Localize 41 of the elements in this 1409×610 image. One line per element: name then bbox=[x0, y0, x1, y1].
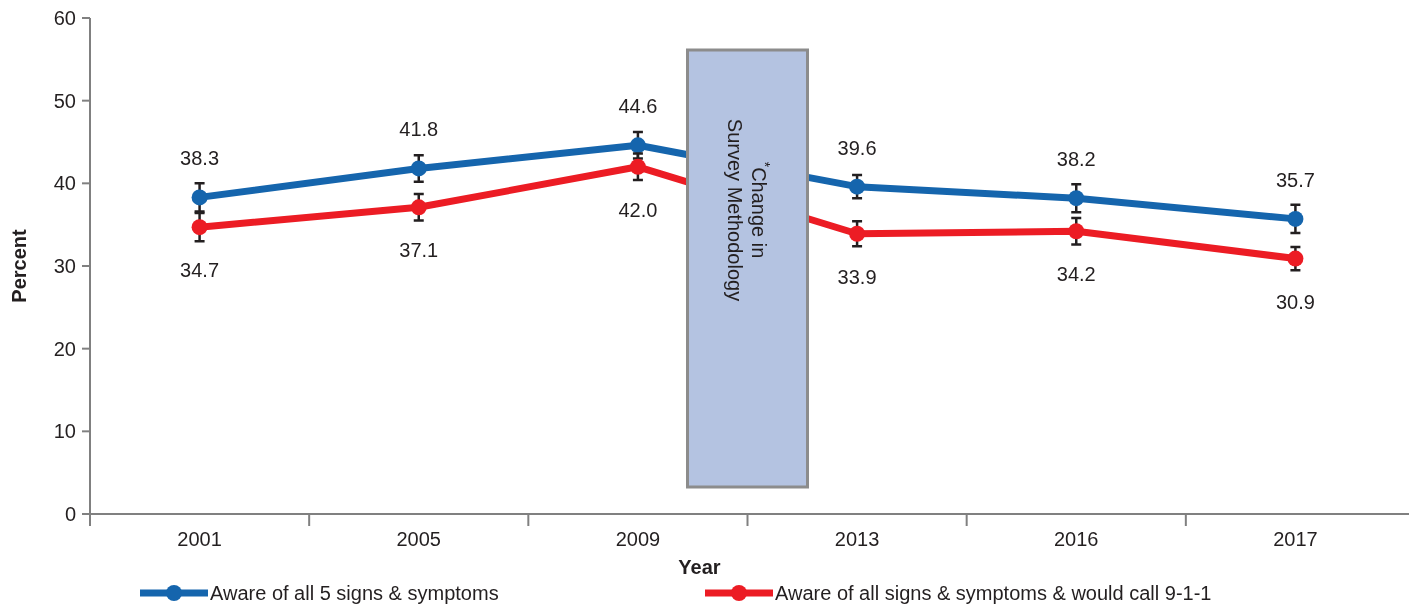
data-label: 35.7 bbox=[1275, 168, 1315, 191]
point bbox=[849, 178, 866, 195]
data-label: 39.6 bbox=[837, 136, 877, 159]
y-tick-label: 30 bbox=[53, 255, 76, 277]
x-axis-title: Year bbox=[678, 556, 721, 578]
y-tick-label: 50 bbox=[53, 89, 76, 112]
y-tick-label: 40 bbox=[53, 172, 76, 195]
data-label: 37.1 bbox=[399, 239, 439, 262]
point bbox=[1068, 223, 1085, 240]
point bbox=[629, 137, 646, 154]
point bbox=[410, 199, 427, 216]
y-axis-title: Percent bbox=[8, 228, 30, 303]
data-label: 38.2 bbox=[1056, 148, 1096, 171]
point bbox=[191, 189, 208, 206]
point bbox=[849, 225, 866, 242]
data-label: 38.3 bbox=[180, 147, 220, 170]
point bbox=[1287, 250, 1304, 267]
data-label: 34.2 bbox=[1056, 263, 1096, 286]
point bbox=[191, 219, 208, 236]
x-tick-label: 2017 bbox=[1273, 528, 1318, 550]
x-tick-label: 2016 bbox=[1054, 528, 1099, 550]
x-tick-label: 2005 bbox=[396, 528, 441, 550]
point bbox=[629, 158, 646, 175]
data-label: 42.0 bbox=[618, 198, 658, 221]
legend-label: Aware of all 5 signs & symptoms bbox=[210, 582, 499, 604]
point bbox=[410, 160, 427, 177]
y-tick-label: 60 bbox=[53, 7, 76, 29]
point bbox=[1068, 190, 1085, 207]
y-tick-label: 10 bbox=[53, 420, 76, 443]
data-label: 33.9 bbox=[837, 265, 877, 288]
x-tick-label: 2001 bbox=[177, 528, 222, 550]
data-label: 30.9 bbox=[1275, 290, 1315, 313]
point bbox=[1287, 210, 1304, 227]
data-label: 41.8 bbox=[399, 118, 439, 141]
x-tick-label: 2013 bbox=[834, 528, 880, 550]
x-tick-label: 2009 bbox=[615, 528, 661, 550]
legend-label: Aware of all signs & symptoms & would call 9-1-1 bbox=[775, 582, 1212, 604]
y-tick-label: 0 bbox=[64, 503, 76, 525]
y-tick-label: 20 bbox=[53, 337, 76, 360]
data-label: 34.7 bbox=[180, 259, 220, 282]
data-label: 44.6 bbox=[618, 95, 658, 118]
